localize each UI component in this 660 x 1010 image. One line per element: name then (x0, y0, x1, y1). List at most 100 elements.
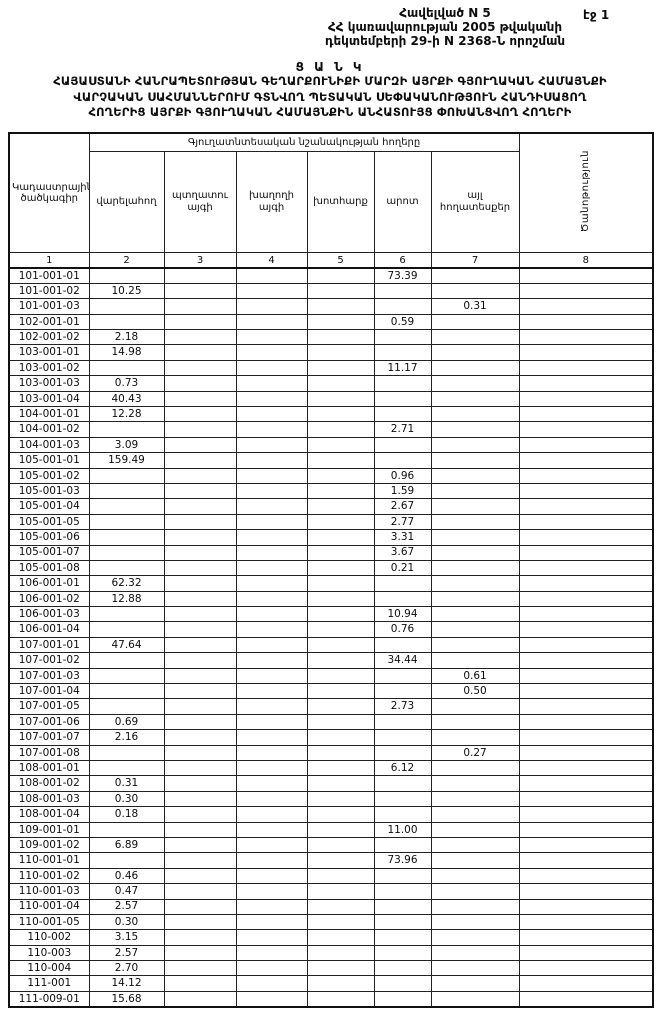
value-cell (163, 498, 237, 515)
value-cell (306, 929, 375, 946)
value-cell: 3.09 (88, 436, 165, 454)
value-cell (373, 806, 432, 823)
value-cell (235, 636, 308, 654)
cadastral-code-cell: 105-001-03 (8, 482, 90, 500)
title-main: Ց Ա Ն Կ (295, 60, 365, 74)
table-row: 108-001-02 0.31 (8, 775, 654, 792)
value-cell (306, 944, 375, 962)
value-cell (306, 698, 375, 715)
value-cell (88, 744, 165, 762)
value-cell (163, 452, 237, 469)
value-cell (235, 559, 308, 577)
value-cell (518, 852, 654, 869)
value-cell (430, 313, 520, 331)
value-cell (373, 344, 432, 361)
value-cell (235, 806, 308, 823)
value-cell (163, 575, 237, 592)
value-cell (430, 375, 520, 392)
value-cell (163, 467, 237, 484)
cadastral-code-cell: 107-001-08 (8, 744, 90, 762)
value-cell (235, 744, 308, 762)
value-cell (430, 806, 520, 823)
cadastral-code-cell: 107-001-07 (8, 729, 90, 746)
value-cell (235, 990, 308, 1008)
value-cell (306, 867, 375, 885)
value-cell (235, 867, 308, 885)
value-cell (235, 590, 308, 608)
value-cell (306, 990, 375, 1008)
value-cell: 0.59 (373, 313, 432, 331)
value-cell (235, 513, 308, 531)
value-cell (518, 621, 654, 638)
value-cell (88, 698, 165, 715)
value-cell (430, 990, 520, 1008)
value-cell (430, 929, 520, 946)
value-cell (373, 836, 432, 854)
value-cell (163, 867, 237, 885)
value-cell: 6.12 (373, 759, 432, 777)
cadastral-code-cell: 110-001-01 (8, 852, 90, 869)
value-cell (306, 482, 375, 500)
table-row: 104-001-01 12.28 (8, 406, 654, 423)
value-cell (518, 559, 654, 577)
cadastral-code-cell: 105-001-07 (8, 544, 90, 561)
value-cell (518, 898, 654, 915)
table-row: 105-001-07 3.67 (8, 544, 654, 561)
value-cell (306, 529, 375, 546)
value-cell (235, 313, 308, 331)
value-cell (235, 929, 308, 946)
value-cell (430, 898, 520, 915)
value-cell (235, 759, 308, 777)
column-numbers-row: 1 2 3 4 5 6 7 8 (8, 252, 654, 269)
value-cell (373, 282, 432, 300)
value-cell (235, 683, 308, 700)
value-cell (430, 452, 520, 469)
table-row: 106-001-03 10.94 (8, 606, 654, 623)
table-row: 103-001-02 11.17 (8, 359, 654, 377)
value-cell (163, 898, 237, 915)
value-cell (88, 683, 165, 700)
value-cell (235, 883, 308, 900)
value-cell (163, 513, 237, 531)
value-cell (373, 729, 432, 746)
table-row: 101-001-01 73.39 (8, 267, 654, 284)
table-row: 107-001-08 0.27 (8, 744, 654, 762)
value-cell (163, 344, 237, 361)
cadastral-code-cell: 107-001-01 (8, 636, 90, 654)
other-land-types-header: այլ հողատեսքեր (430, 151, 520, 253)
table-row: 105-001-08 0.21 (8, 559, 654, 577)
value-cell (163, 667, 237, 685)
value-cell (373, 913, 432, 931)
value-cell (306, 729, 375, 746)
cadastral-code-cell: 105-001-05 (8, 513, 90, 531)
value-cell (163, 790, 237, 808)
table-row: 110-003 2.57 (8, 944, 654, 962)
value-cell (163, 313, 237, 331)
value-cell (88, 482, 165, 500)
table-row: 101-001-03 0.31 (8, 298, 654, 315)
value-cell (373, 867, 432, 885)
value-cell (306, 282, 375, 300)
cadastral-code-cell: 107-001-05 (8, 698, 90, 715)
fruit-orchard-header: պտղատու այգի (163, 151, 237, 253)
value-cell (518, 775, 654, 792)
value-cell (430, 329, 520, 346)
value-cell (373, 329, 432, 346)
value-cell (163, 282, 237, 300)
value-cell (163, 975, 237, 992)
value-cell (518, 421, 654, 438)
value-cell (163, 883, 237, 900)
value-cell: 10.25 (88, 282, 165, 300)
table-row: 110-001-05 0.30 (8, 913, 654, 931)
value-cell: 0.50 (430, 683, 520, 700)
value-cell (518, 698, 654, 715)
cadastral-code-cell: 104-001-02 (8, 421, 90, 438)
value-cell (235, 544, 308, 561)
value-cell (235, 621, 308, 638)
table-row: 107-001-05 2.73 (8, 698, 654, 715)
table-row: 102-001-01 0.59 (8, 313, 654, 331)
value-cell (235, 467, 308, 484)
value-cell (430, 559, 520, 577)
value-cell (163, 729, 237, 746)
value-cell (163, 806, 237, 823)
